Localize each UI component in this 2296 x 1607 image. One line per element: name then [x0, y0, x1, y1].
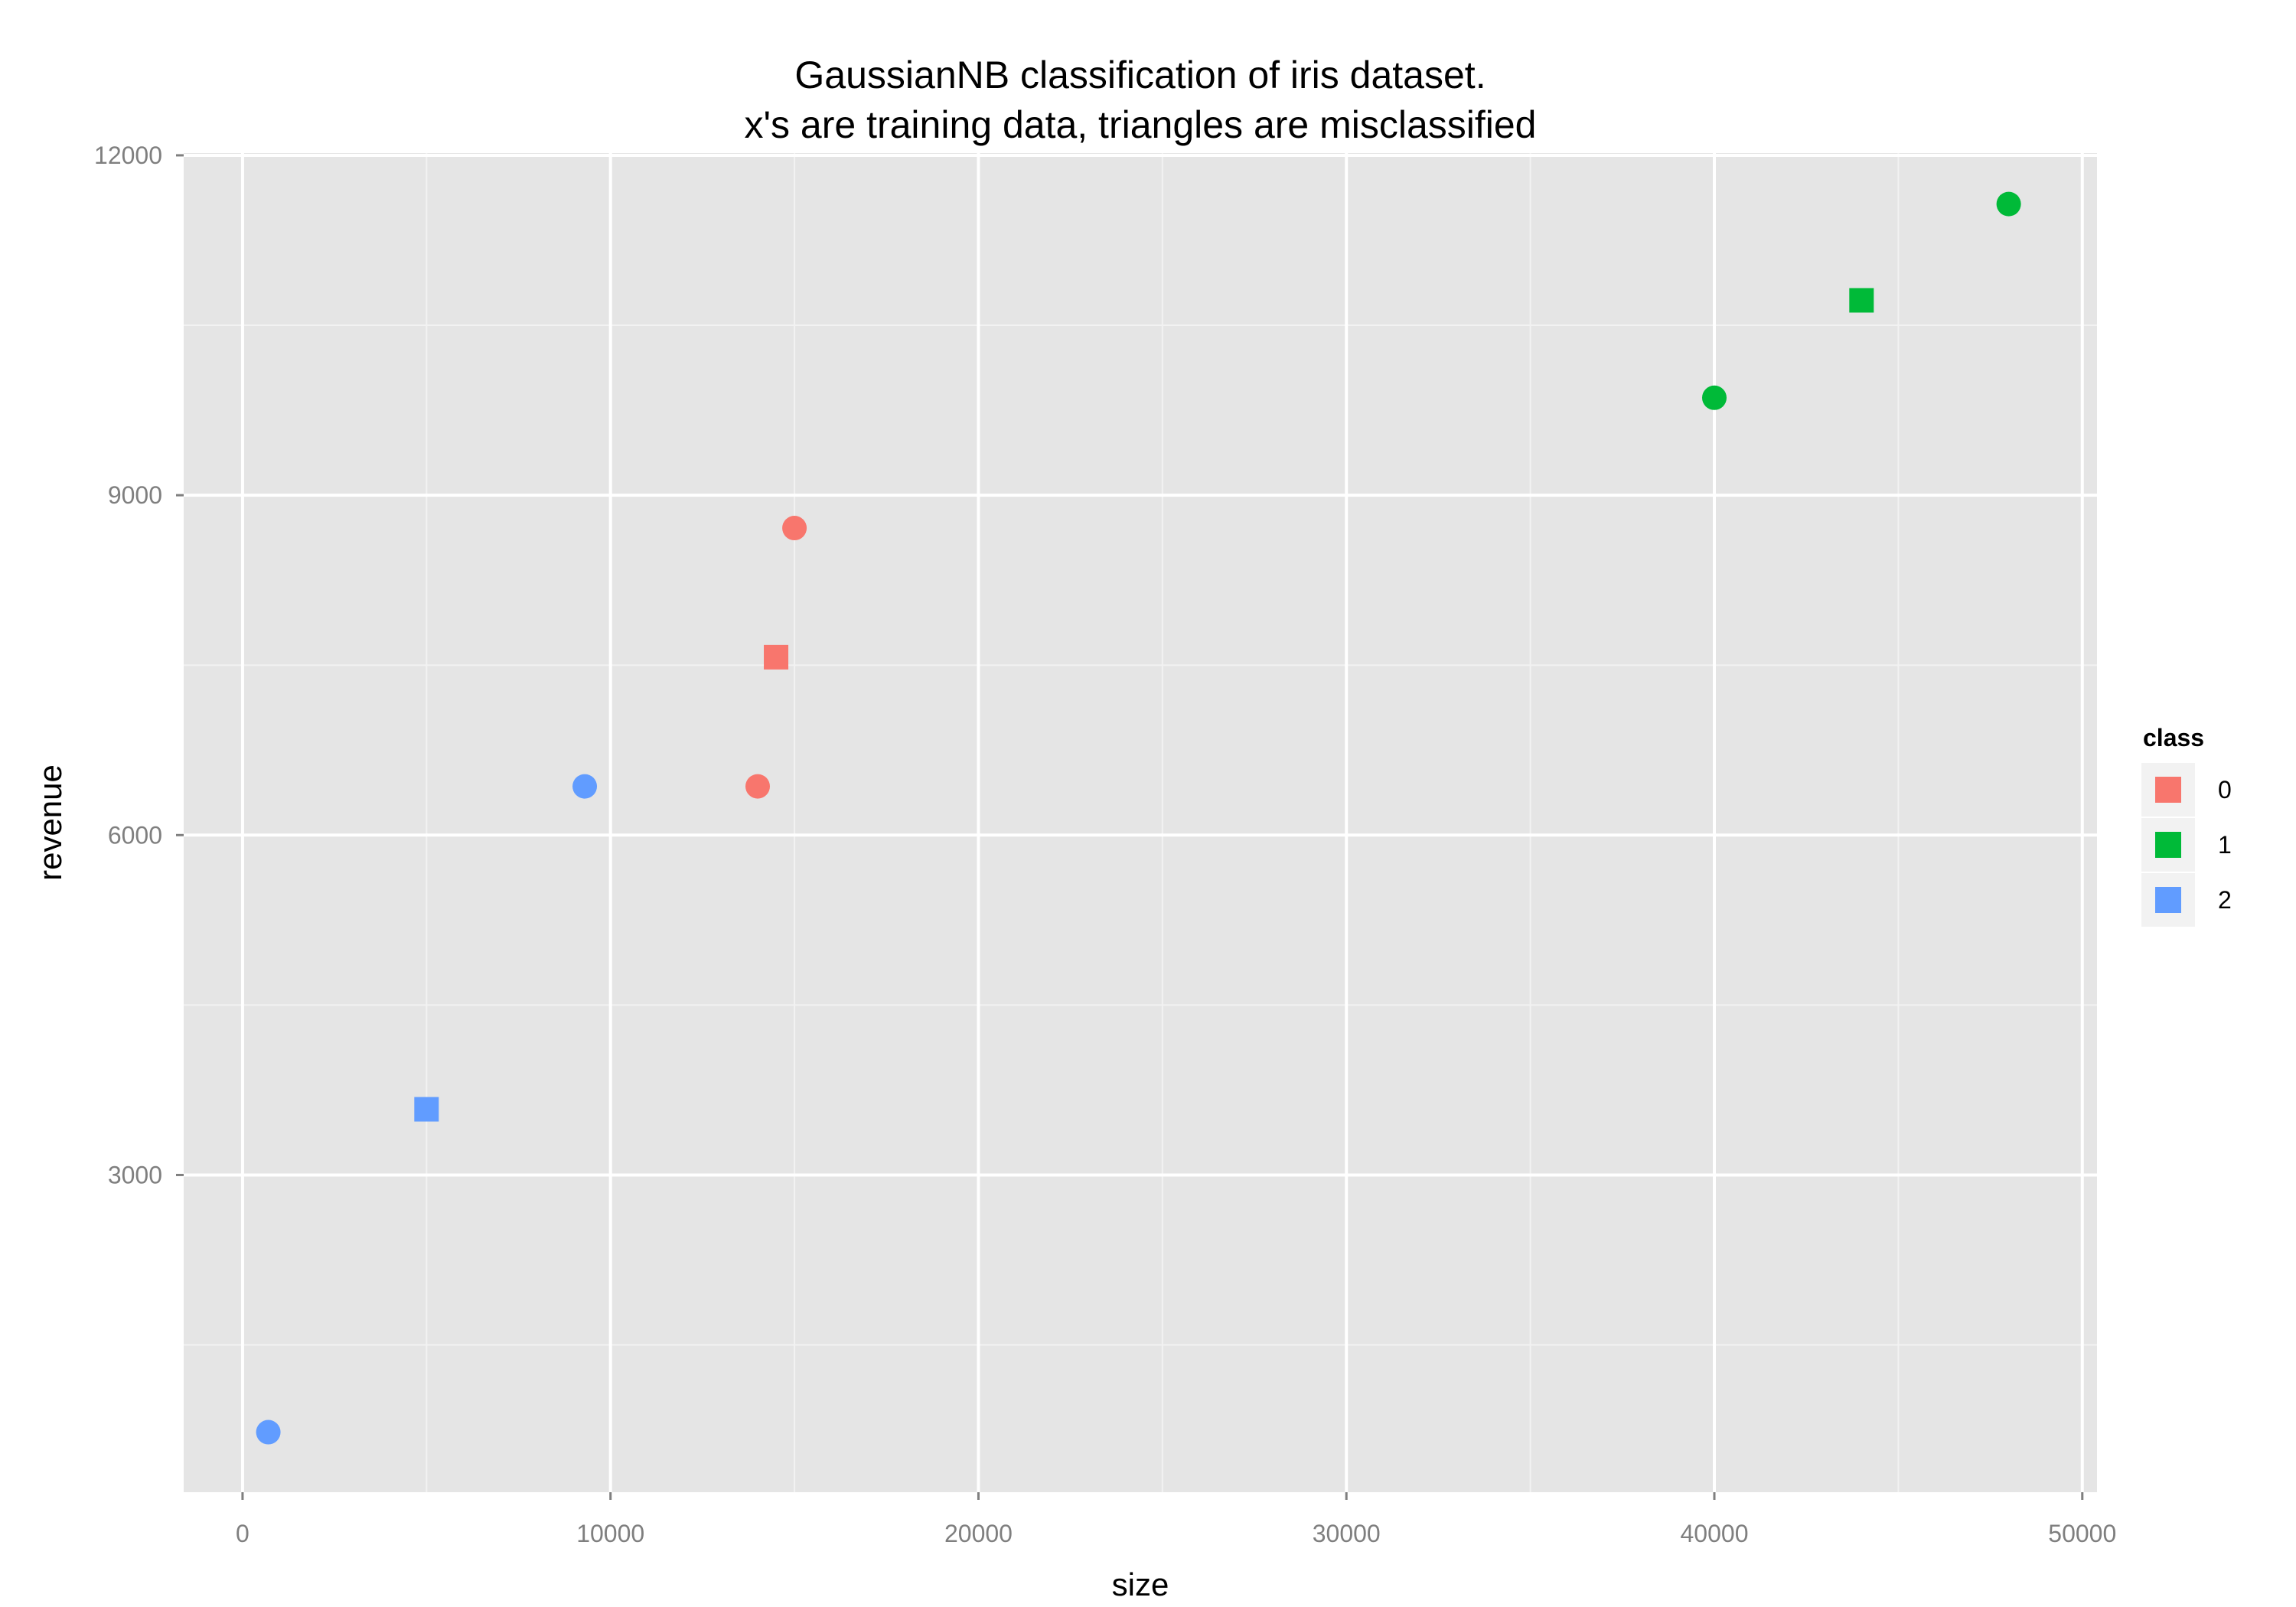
point-circle-class-0: [782, 516, 807, 541]
x-axis-title: size: [1112, 1566, 1169, 1602]
y-tick-label: 6000: [108, 821, 162, 849]
x-tick-label: 20000: [944, 1520, 1013, 1547]
legend-key-swatch: [2155, 832, 2181, 858]
legend-entries: [2141, 763, 2195, 927]
point-circle-class-1: [1996, 191, 2021, 217]
point-square-class-0: [764, 644, 789, 670]
plot-panel: [184, 153, 2097, 1492]
y-tick-labels: 3000 6000 9000 12000: [94, 142, 162, 1188]
legend-label-0: 0: [2218, 776, 2232, 804]
x-tick-labels: 0 10000 20000 30000 40000 50000: [236, 1520, 2116, 1547]
legend-title: class: [2143, 724, 2204, 751]
legend: class 0 1 2: [2141, 724, 2232, 927]
point-circle-class-2: [572, 774, 598, 799]
y-axis-title: revenue: [32, 764, 68, 881]
legend-label-1: 1: [2218, 831, 2232, 859]
x-tick-label: 10000: [576, 1520, 644, 1547]
x-tick-label: 0: [236, 1520, 249, 1547]
point-circle-class-2: [256, 1420, 281, 1445]
minor-gridlines: [184, 153, 2097, 1492]
legend-key-swatch: [2155, 777, 2181, 803]
point-circle-class-0: [745, 774, 770, 799]
axis-ticks: [176, 154, 2084, 1500]
chart-title-line-2: x's are training data, triangles are mis…: [744, 103, 1536, 146]
x-tick-label: 40000: [1681, 1520, 1749, 1547]
x-tick-label: 30000: [1313, 1520, 1381, 1547]
chart-title-line-1: GaussianNB classification of iris datase…: [794, 54, 1486, 96]
x-tick-label: 50000: [2048, 1520, 2116, 1547]
point-square-class-2: [414, 1097, 439, 1122]
data-points: [256, 191, 2021, 1445]
y-tick-label: 12000: [94, 142, 162, 169]
major-gridlines: [184, 153, 2097, 1492]
legend-key-swatch: [2155, 887, 2181, 913]
y-tick-label: 3000: [108, 1161, 162, 1188]
point-circle-class-1: [1702, 385, 1727, 410]
y-tick-label: 9000: [108, 481, 162, 509]
point-square-class-1: [1849, 288, 1874, 313]
legend-label-2: 2: [2218, 886, 2232, 914]
